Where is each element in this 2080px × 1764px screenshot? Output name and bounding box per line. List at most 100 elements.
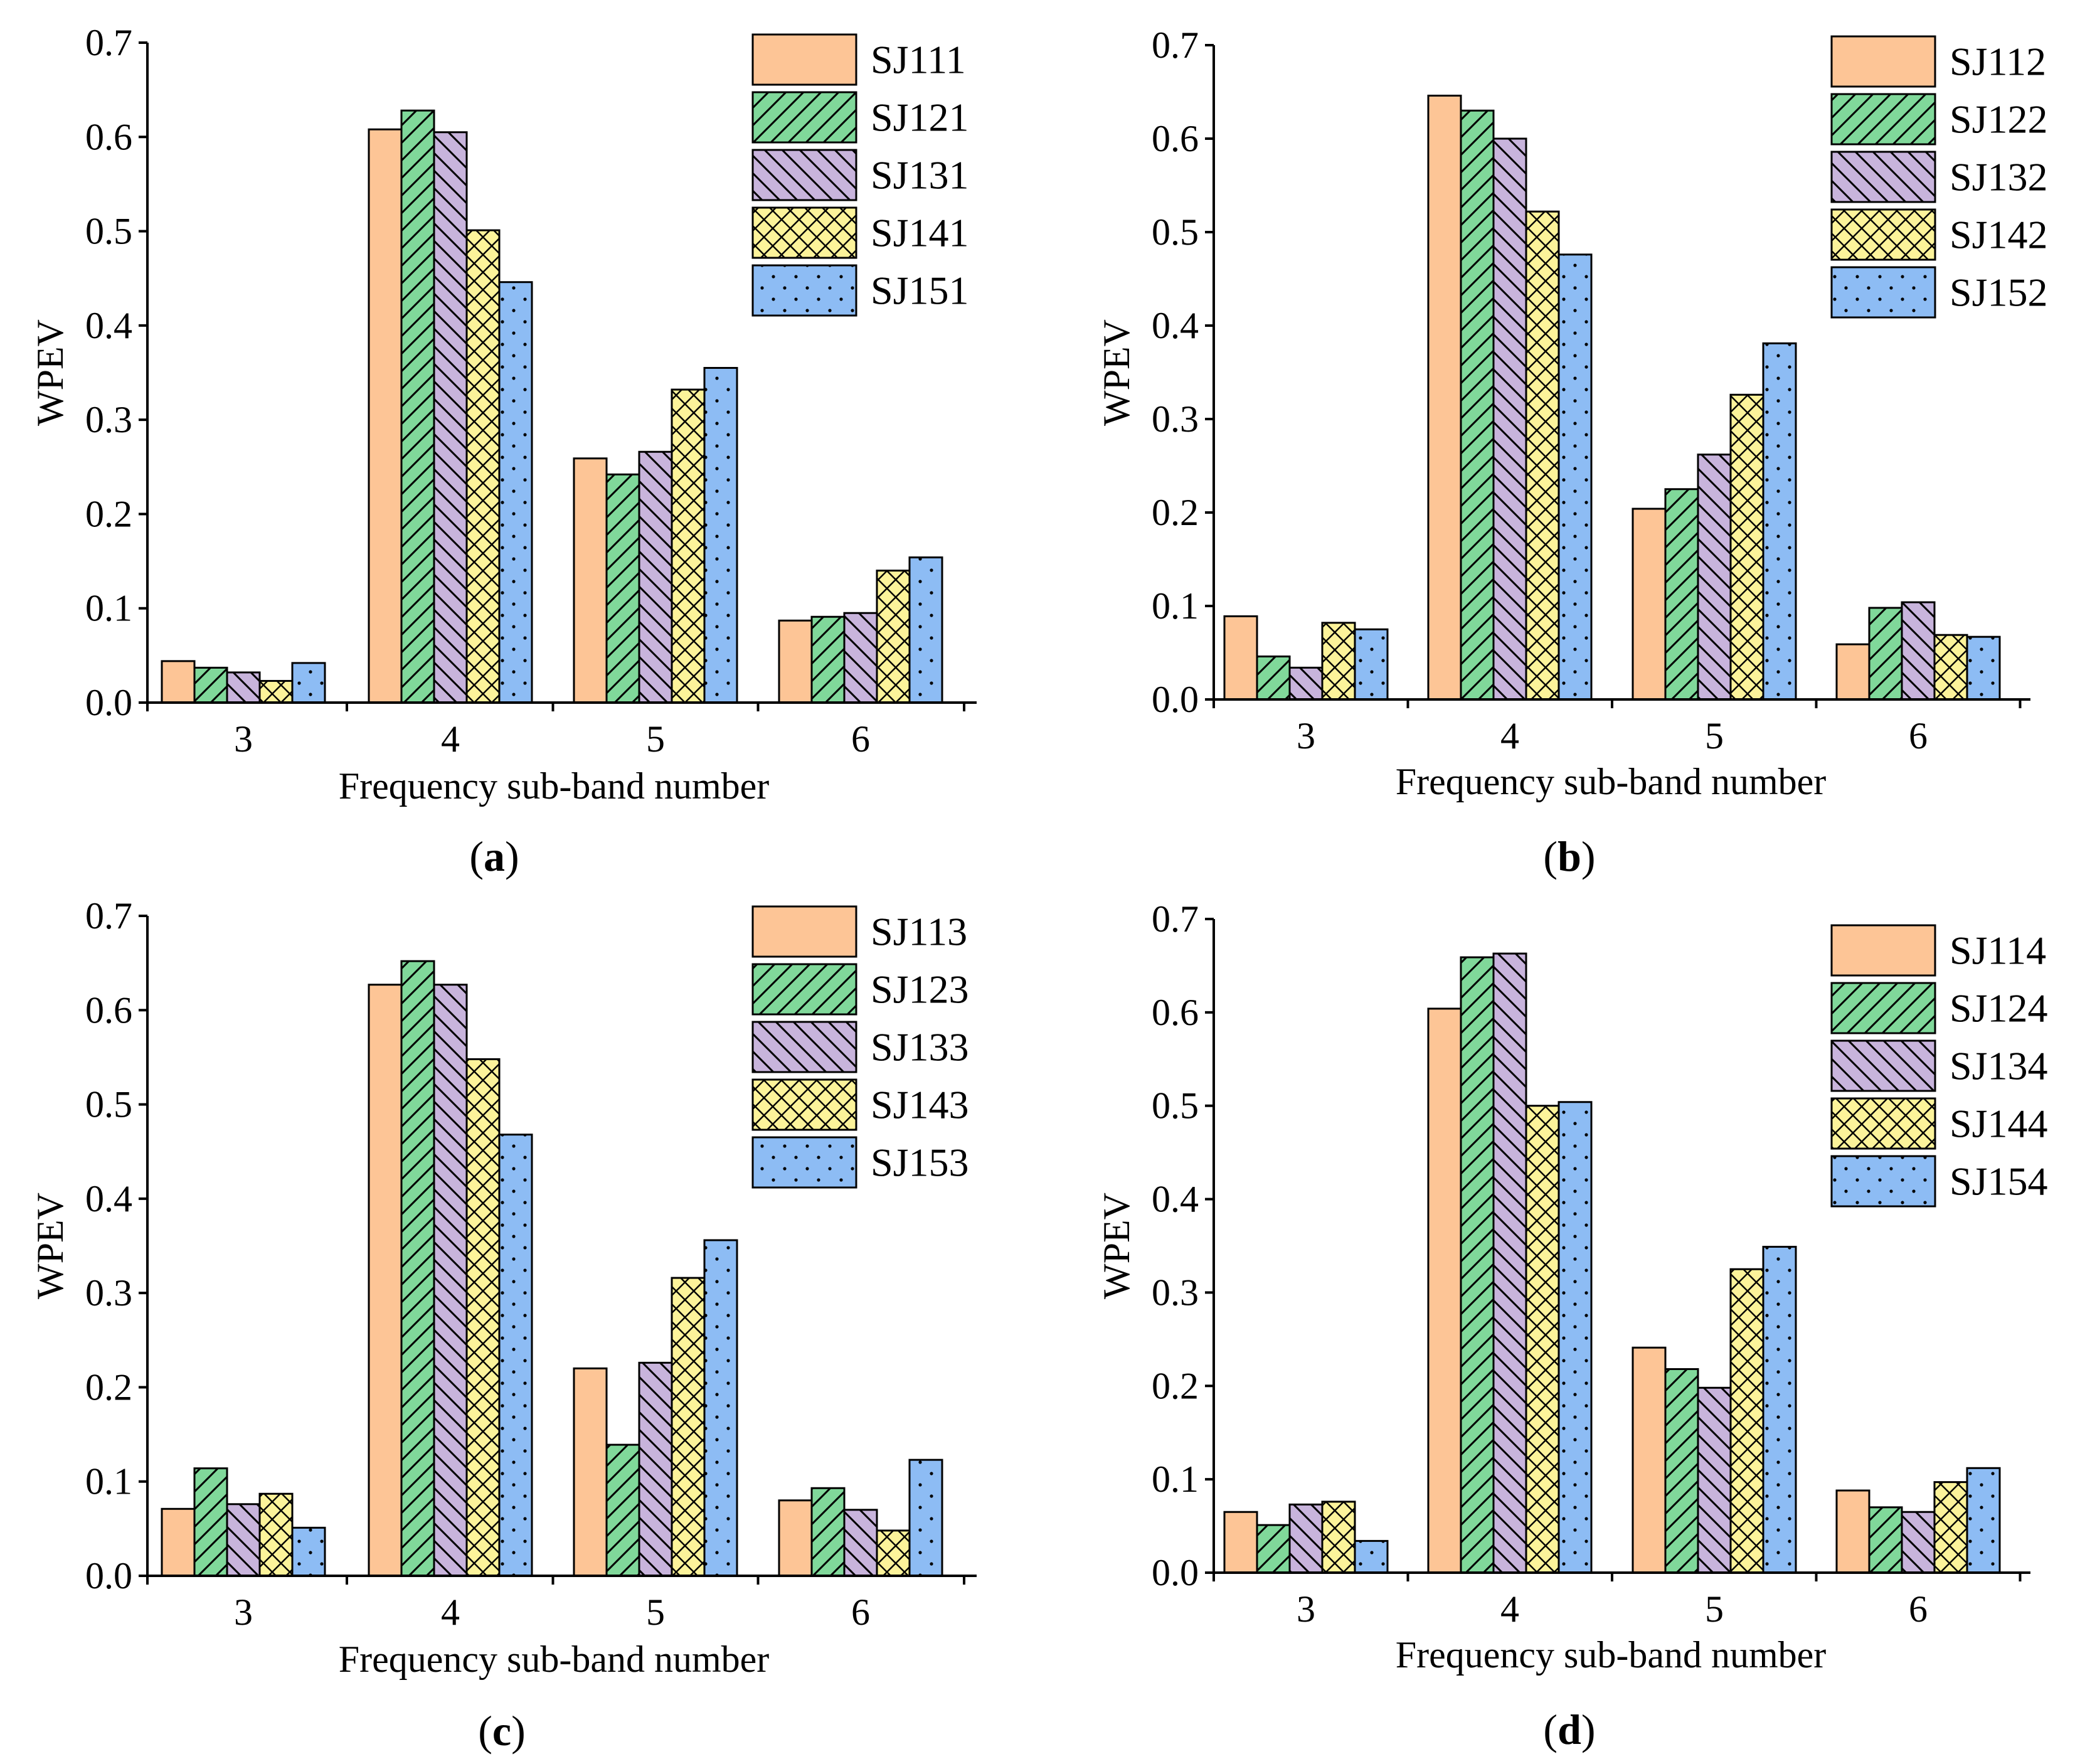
panel-a-bar-SJ111-4: [368, 128, 403, 704]
panel-d-bar-SJ114-3: [1223, 1511, 1258, 1574]
panel-d-bar-SJ134-6: [1901, 1511, 1936, 1574]
panel-c-bar-SJ153-6: [908, 1458, 943, 1577]
panel-c-legend-label-SJ133: SJ133: [871, 1025, 969, 1070]
panel-a-xtick-label: 3: [234, 718, 253, 760]
panel-d-legend-swatch-SJ124: [1830, 982, 1936, 1034]
panel-b-legend: SJ112 SJ122 SJ132 SJ142 SJ152: [1830, 35, 2048, 319]
panel-c-x-axis-title: Frequency sub-band number: [339, 1639, 770, 1680]
panel-c-ytick-label: 0.3: [85, 1272, 132, 1314]
panel-c-legend-label-SJ153: SJ153: [871, 1140, 969, 1185]
panel-b-bar-SJ112-3: [1223, 615, 1258, 701]
panel-b-y-axis-title: WPEV: [1096, 319, 1137, 426]
panel-c-legend-swatch-SJ123: [751, 963, 857, 1016]
panel-a-legend-label-SJ111: SJ111: [871, 38, 966, 82]
panel-d-bar-SJ134-4: [1492, 952, 1527, 1574]
panel-a-legend-swatch-SJ111: [751, 33, 857, 86]
panel-b-legend-label-SJ112: SJ112: [1950, 40, 2046, 84]
panel-a-legend-label-SJ121: SJ121: [871, 95, 969, 140]
panel-b-bar-SJ122-4: [1460, 109, 1495, 701]
panel-b-bar-SJ132-3: [1288, 666, 1324, 701]
panel-d-xtick-label: 4: [1500, 1588, 1519, 1630]
panel-a-legend-label-SJ131: SJ131: [871, 153, 969, 198]
panel-b-bar-SJ142-4: [1525, 210, 1560, 701]
panel-d-ytick-label: 0.3: [1152, 1272, 1199, 1313]
panel-a-bars: [161, 109, 943, 704]
panel-a-caption: (a): [469, 832, 519, 880]
panel-d-legend-label-SJ134: SJ134: [1950, 1044, 2048, 1088]
panel-b-x-axis-title: Frequency sub-band number: [1396, 761, 1827, 802]
panel-b-bar-SJ152-6: [1966, 635, 2001, 701]
panel-d-ytick-label: 0.4: [1152, 1179, 1199, 1220]
panel-d-bar-SJ134-5: [1697, 1386, 1732, 1574]
panel-b-ytick-label: 0.2: [1152, 492, 1199, 533]
panel-c-xtick-label: 4: [441, 1591, 460, 1633]
panel-c-legend-swatch-SJ133: [751, 1021, 857, 1073]
panel-c-bar-SJ113-4: [368, 984, 403, 1577]
panel-b-bar-SJ112-4: [1427, 94, 1462, 701]
panel-a-bar-SJ151-3: [291, 662, 326, 704]
panel-b-ytick-label: 0.0: [1152, 679, 1199, 720]
panel-b-bar-SJ152-4: [1557, 253, 1593, 701]
panel-c-legend-label-SJ113: SJ113: [871, 910, 967, 954]
panel-c-bar-SJ143-3: [258, 1492, 294, 1577]
panel-d-legend-swatch-SJ134: [1830, 1039, 1936, 1092]
panel-b-bar-SJ112-6: [1835, 643, 1870, 701]
panel-c-ytick-label: 0.6: [85, 989, 132, 1031]
panel-a-bar-SJ131-6: [843, 612, 878, 704]
panel-a-bar-SJ111-6: [778, 619, 813, 704]
panel-a-ytick-label: 0.2: [85, 493, 132, 534]
panel-a-bar-SJ111-3: [161, 660, 196, 704]
panel-a-ytick-label: 0.1: [85, 588, 132, 629]
panel-b-bars: [1223, 94, 2001, 701]
panel-b-legend-swatch-SJ112: [1830, 35, 1936, 88]
panel-c-bar-SJ113-5: [573, 1367, 608, 1577]
panel-c-legend-swatch-SJ113: [751, 905, 857, 958]
panel-b-legend-label-SJ132: SJ132: [1950, 155, 2048, 199]
panel-b-y-axis: 0.0 0.1 0.2 0.3 0.4 0.5 0.6 0.7: [1152, 24, 1215, 720]
panel-b-ytick-label: 0.3: [1152, 398, 1199, 440]
panel-d-bar-SJ154-3: [1354, 1539, 1389, 1574]
panel-a-legend-swatch-SJ151: [751, 264, 857, 317]
panel-a-legend-swatch-SJ131: [751, 149, 857, 201]
panel-a-xtick-label: 6: [851, 718, 870, 760]
panel-b-legend-swatch-SJ132: [1830, 151, 1936, 203]
panel-a-bar-SJ141-4: [465, 229, 501, 704]
panel-d-xtick-label: 6: [1909, 1588, 1928, 1630]
panel-b-bar-SJ142-3: [1321, 622, 1356, 701]
panel-a-ytick-label: 0.7: [85, 22, 132, 63]
panel-a-ytick-label: 0.4: [85, 305, 132, 346]
panel-b-legend-swatch-SJ152: [1830, 266, 1936, 319]
panel-c-y-axis-title: WPEV: [29, 1193, 71, 1299]
panel-c-y-axis: 0.0 0.1 0.2 0.3 0.4 0.5 0.6 0.7: [85, 895, 149, 1597]
panel-a-ytick-label: 0.5: [85, 211, 132, 252]
panel-d-ytick-label: 0.2: [1152, 1365, 1199, 1406]
panel-a-ytick-label: 0.0: [85, 682, 132, 723]
panel-d-y-axis-title: WPEV: [1096, 1193, 1137, 1299]
panel-d-ytick-label: 0.0: [1152, 1552, 1199, 1593]
panel-d-caption: (d): [1543, 1706, 1595, 1753]
panel-d-x-axis: 3 4 5 6: [1212, 1571, 2030, 1630]
panel-b-bar-SJ132-6: [1901, 601, 1936, 701]
panel-a-bar-SJ151-4: [498, 281, 533, 704]
panel-c-bar-SJ153-4: [498, 1134, 533, 1577]
panel-b-bar-SJ152-5: [1762, 342, 1797, 701]
panel-d-bar-SJ144-5: [1729, 1268, 1764, 1574]
panel-a-legend-swatch-SJ141: [751, 206, 857, 259]
panel-a-legend-label-SJ141: SJ141: [871, 211, 969, 255]
panel-a-ytick-label: 0.3: [85, 399, 132, 440]
panel-a-bar-SJ141-6: [876, 570, 911, 704]
panel-a-bar-SJ131-3: [226, 671, 261, 704]
panel-a: 0.0 0.1 0.2 0.3 0.4 0.5 0.6 0.7 3 4 5 6 WPEV Frequ…: [29, 22, 977, 880]
panel-c-bar-SJ143-5: [671, 1277, 706, 1577]
panel-c-bar-SJ143-4: [465, 1058, 501, 1577]
panel-d-bar-SJ144-6: [1933, 1481, 1968, 1574]
panel-d-y-axis: 0.0 0.1 0.2 0.3 0.4 0.5 0.6 0.7: [1152, 898, 1215, 1593]
panel-d-bar-SJ124-6: [1868, 1506, 1903, 1574]
panel-c-bar-SJ123-4: [400, 960, 435, 1577]
panel-d-bar-SJ114-5: [1632, 1346, 1667, 1574]
panel-a-bar-SJ121-3: [193, 666, 228, 704]
panel-b-ytick-label: 0.5: [1152, 211, 1199, 253]
panel-b-legend-label-SJ122: SJ122: [1950, 97, 2048, 142]
panel-d-legend-label-SJ144: SJ144: [1950, 1102, 2048, 1146]
panel-a-bar-SJ151-6: [908, 556, 943, 704]
